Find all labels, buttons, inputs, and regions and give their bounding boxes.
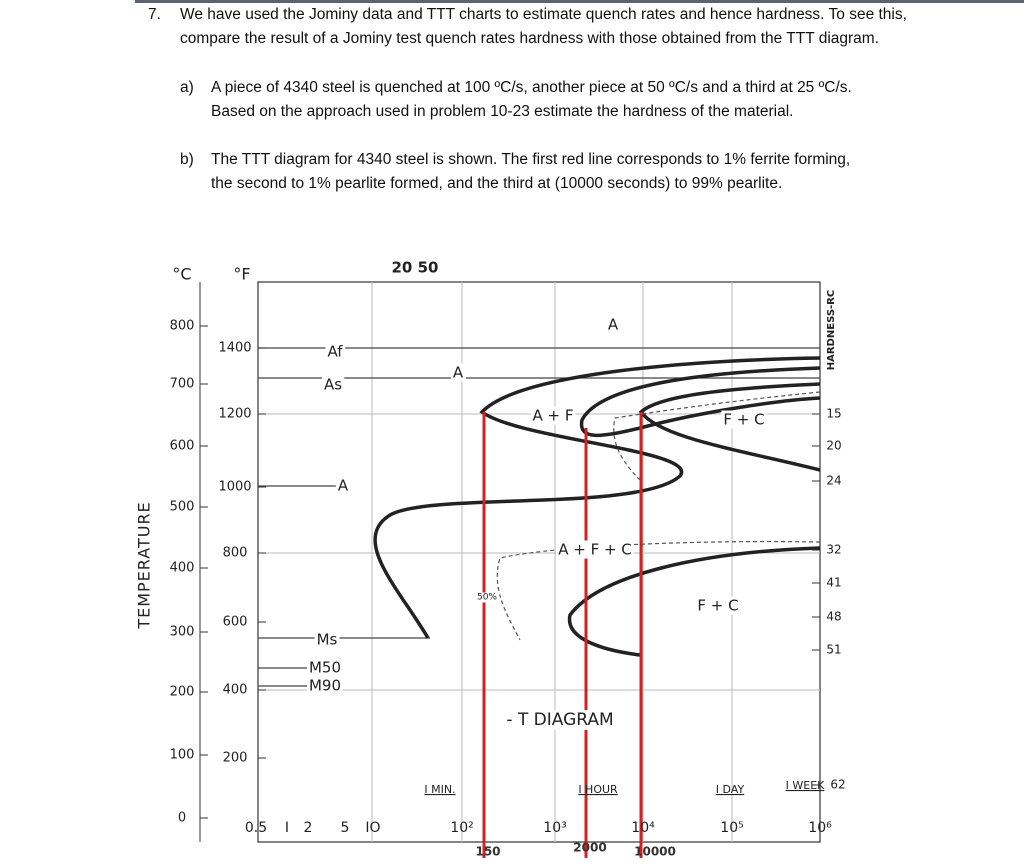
hardness-tick-label: 51 — [826, 643, 841, 657]
region-label: F + C — [697, 597, 738, 615]
fahrenheit-tick-label: 1400 — [218, 341, 251, 356]
hardness-tick-label: 24 — [826, 474, 841, 488]
label-bg — [530, 406, 576, 425]
top-rule — [135, 0, 1024, 3]
fahrenheit-tick-label: 400 — [223, 683, 248, 698]
region-label: M50 — [309, 659, 341, 677]
label-bg — [474, 592, 500, 603]
time-tick-label: 5 — [341, 820, 350, 836]
time-tick-label: 10⁶ — [808, 820, 832, 836]
label-bg — [314, 630, 340, 649]
label-bg — [450, 363, 466, 382]
time-tick-label: 10⁵ — [720, 820, 743, 836]
item-text: A piece of 4340 steel is quenched at 100… — [211, 79, 852, 120]
celsius-tick-label: 0 — [178, 811, 186, 826]
hardness-tick-label: 41 — [826, 576, 841, 590]
celsius-tick-label: 700 — [170, 377, 195, 392]
label-bg — [325, 342, 346, 361]
hardness-tick-label: 62 — [830, 778, 845, 792]
label-bg — [306, 658, 344, 677]
region-label: A — [608, 316, 619, 334]
region-label: Ms — [317, 631, 338, 649]
region-label: Af — [327, 343, 343, 361]
item-label: b) — [180, 151, 194, 168]
red-lines — [482, 412, 643, 858]
time-tick-label: I — [285, 820, 289, 836]
red-line-label: 2000 — [573, 841, 606, 855]
label-bg — [321, 375, 345, 394]
red-line-label: 10000 — [634, 845, 676, 859]
region-label: - T DIAGRAM — [506, 710, 613, 730]
celsius-tick-label: 200 — [170, 685, 195, 700]
label-bg — [605, 315, 621, 334]
time-tick-label: 10³ — [543, 820, 566, 836]
item-text: The TTT diagram for 4340 steel is shown.… — [211, 151, 851, 192]
fahrenheit-tick-label: 1200 — [218, 407, 251, 422]
celsius-tick-label: 400 — [170, 561, 195, 576]
hardness-tick-label: 32 — [826, 543, 841, 557]
question-text: We have used the Jominy data and TTT cha… — [180, 6, 907, 47]
region-label: M90 — [309, 677, 341, 695]
label-bg — [721, 410, 767, 429]
region-label: A + F + C — [558, 541, 632, 559]
hardness-tick-label: 48 — [826, 610, 841, 624]
region-label: A + F — [533, 407, 574, 425]
celsius-tick-label: 300 — [170, 625, 195, 640]
time-unit: I HOUR — [578, 783, 618, 796]
time-unit: I DAY — [716, 783, 745, 796]
fahrenheit-tick-label: 800 — [223, 546, 248, 561]
region-label: As — [324, 376, 342, 394]
time-tick-label: 10² — [450, 820, 473, 836]
celsius-tick-label: 500 — [170, 500, 195, 515]
time-tick-label: 2 — [304, 820, 313, 836]
hardness-tick-label: 20 — [826, 439, 841, 453]
fahrenheit-tick-label: 200 — [223, 751, 248, 766]
right-axis-title: HARDNESS-RC — [826, 290, 837, 370]
item-label: a) — [180, 79, 194, 96]
time-unit: I MIN. — [424, 783, 455, 796]
question-number: 7. — [148, 6, 161, 23]
time-tick-label: 0.5 — [245, 820, 267, 836]
region-label: A — [453, 364, 464, 382]
top-label: 20 50 — [392, 259, 439, 277]
label-bg — [335, 476, 351, 495]
grid — [258, 282, 820, 842]
region-label: 50% — [477, 593, 497, 603]
hardness-tick-label: 15 — [826, 407, 841, 421]
y-title-group: TEMPERATURE — [135, 501, 154, 629]
curves — [258, 347, 821, 687]
time-tick-label: IO — [365, 820, 380, 836]
plot-frame — [257, 281, 821, 843]
label-bg — [504, 710, 616, 730]
label-bg — [306, 676, 344, 695]
time-unit: I WEEK — [786, 779, 826, 792]
fahrenheit-tick-label: 600 — [223, 615, 248, 630]
label-bg — [556, 540, 634, 559]
celsius-tick-label: 100 — [170, 748, 195, 763]
red-line-label: 150 — [475, 845, 500, 859]
fahrenheit-unit: °F — [233, 265, 250, 284]
fahrenheit-tick-label: 1000 — [218, 480, 251, 495]
label-bg — [695, 596, 741, 615]
y-axis-title: TEMPERATURE — [135, 501, 154, 629]
celsius-tick-label: 800 — [170, 319, 195, 334]
celsius-unit: °C — [172, 265, 191, 284]
right-title-group: HARDNESS-RC — [826, 290, 837, 370]
region-label: A — [338, 477, 349, 495]
celsius-tick-label: 600 — [170, 439, 195, 454]
region-label: F + C — [723, 411, 764, 429]
time-tick-label: 10⁴ — [631, 820, 655, 836]
